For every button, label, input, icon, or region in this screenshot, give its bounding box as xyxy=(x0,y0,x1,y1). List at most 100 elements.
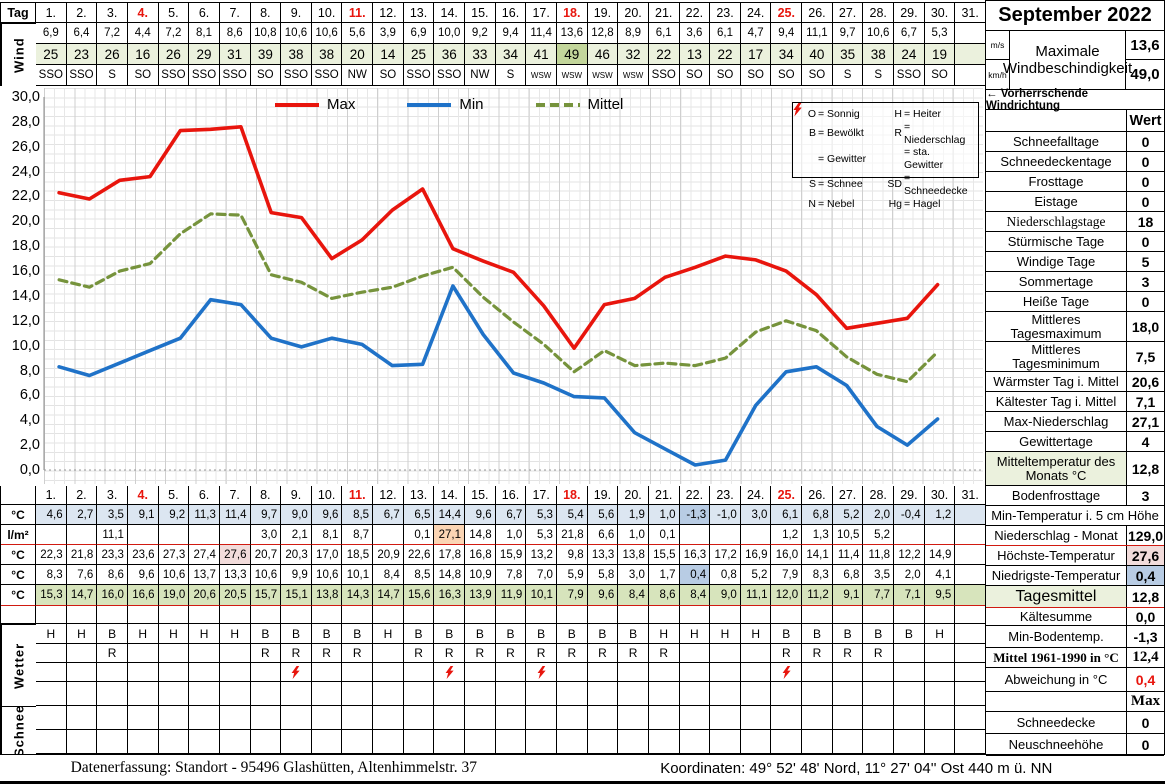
tmax-cell: 20,3 xyxy=(281,545,312,565)
min5cm-cell: 4,6 xyxy=(36,505,67,525)
sky-condition-cell: B xyxy=(434,624,466,644)
row-unit-label xyxy=(1,606,36,624)
empty-cell xyxy=(771,682,803,706)
min5cm-cell: 6,7 xyxy=(373,505,404,525)
storm-cell xyxy=(832,663,864,682)
empty-cell xyxy=(679,682,711,706)
storm-cell xyxy=(465,663,496,682)
wind-ms-cell: 6,4 xyxy=(66,23,98,44)
precip-cell: 11,1 xyxy=(97,525,128,545)
empty-cell xyxy=(832,606,864,624)
rain-cell xyxy=(189,644,220,663)
empty-cell xyxy=(771,706,803,730)
summary-value: 5 xyxy=(1126,252,1164,271)
precip-cell xyxy=(894,525,925,545)
summary-value: 0,4 xyxy=(1126,566,1164,585)
summary-row: Min-Bodentemp. -1,3 xyxy=(986,626,1164,648)
tmean-cell: 13,8 xyxy=(311,585,343,606)
min5cm-cell: -1,0 xyxy=(710,505,741,525)
precip-cell: 1,3 xyxy=(802,525,833,545)
day-header-cell: 7. xyxy=(219,3,251,23)
wind-kmh-cell: 39 xyxy=(250,44,282,65)
legend-label: Max xyxy=(327,96,356,113)
empty-cell xyxy=(189,682,220,706)
y-tick-label: 30,0 xyxy=(11,89,40,105)
rain-cell xyxy=(740,644,772,663)
empty-cell xyxy=(403,606,435,624)
summary-label: Kältesumme xyxy=(1019,608,1093,624)
summary-label xyxy=(986,692,1126,711)
wind-dir-cell: WSW xyxy=(556,65,588,86)
day-header-cell: 14. xyxy=(434,3,466,23)
wind-ms-cell: 6,9 xyxy=(36,23,67,44)
summary-value: 12,8 xyxy=(1126,452,1164,485)
tmax-cell: 9,8 xyxy=(556,545,588,565)
sky-condition-cell: B xyxy=(495,624,527,644)
tmin-cell: 7,6 xyxy=(66,565,98,585)
tmean-cell: 11,1 xyxy=(740,585,772,606)
tmean-cell: 9,0 xyxy=(710,585,741,606)
summary-row: Tagesmittel 12,8 xyxy=(986,586,1164,608)
storm-cell xyxy=(373,663,404,682)
tmean-cell: 11,9 xyxy=(495,585,527,606)
summary-value: 3 xyxy=(1126,272,1164,291)
precip-cell xyxy=(924,525,956,545)
summary-value: 12,8 xyxy=(1126,586,1164,607)
empty-cell xyxy=(158,682,190,706)
legend-item-mittel: Mittel xyxy=(535,96,623,113)
summary-row: Höchste-Temperatur 27,6 xyxy=(986,546,1164,566)
empty-cell xyxy=(281,682,312,706)
summary-label: Gewittertage xyxy=(1019,433,1093,449)
empty-cell xyxy=(434,706,466,730)
wind-ms-cell: 5,6 xyxy=(342,23,374,44)
empty-cell xyxy=(189,606,220,624)
empty-cell xyxy=(955,706,986,730)
wind-ms-cell: 11,4 xyxy=(526,23,557,44)
tmean-cell: 16,3 xyxy=(434,585,466,606)
series-line-mittel xyxy=(57,212,940,384)
day-header-cell: 16. xyxy=(495,486,527,505)
tmax-cell: 18,5 xyxy=(342,545,374,565)
empty-cell xyxy=(802,730,833,754)
wert-header: Wert xyxy=(1126,110,1164,131)
summary-label: Abweichung in °C xyxy=(1004,671,1108,687)
day-header-cell: 3. xyxy=(97,3,128,23)
sky-condition-cell: H xyxy=(924,624,956,644)
rain-cell: R xyxy=(250,644,282,663)
wind-kmh-cell: 24 xyxy=(894,44,925,65)
wind-dir-cell: SO xyxy=(679,65,711,86)
empty-cell xyxy=(648,682,680,706)
rain-cell xyxy=(66,644,98,663)
sky-condition-cell: H xyxy=(66,624,98,644)
empty-cell xyxy=(648,706,680,730)
wind-dir-cell: SO xyxy=(924,65,956,86)
wind-dir-cell: SO xyxy=(373,65,404,86)
empty-cell xyxy=(66,706,98,730)
wind-kmh-cell: 25 xyxy=(403,44,435,65)
day-header-cell: 29. xyxy=(894,486,925,505)
empty-cell xyxy=(434,606,466,624)
empty-cell xyxy=(36,730,67,754)
empty-cell xyxy=(955,682,986,706)
empty-cell xyxy=(465,606,496,624)
storm-cell xyxy=(219,663,251,682)
empty-cell xyxy=(495,682,527,706)
empty-cell xyxy=(465,682,496,706)
wind-ms-cell: 10,0 xyxy=(434,23,466,44)
day-header-cell: 29. xyxy=(894,3,925,23)
day-header-cell: 25. xyxy=(771,3,803,23)
day-header-cell: 1. xyxy=(36,486,67,505)
summary-value: 0 xyxy=(1126,152,1164,171)
sky-condition-cell: B xyxy=(97,624,128,644)
summary-row: Stürmische Tage 0 xyxy=(986,232,1164,252)
rain-cell: R xyxy=(281,644,312,663)
precip-cell: 1,0 xyxy=(618,525,649,545)
sky-condition-cell: H xyxy=(710,624,741,644)
summary-label: Mittleres Tagesmaximum xyxy=(1010,311,1102,341)
empty-cell xyxy=(465,730,496,754)
min5cm-cell: 5,4 xyxy=(556,505,588,525)
sky-condition-cell: H xyxy=(648,624,680,644)
schnee-label: Schnee xyxy=(1,706,36,754)
summary-label: Neuschneehöhe xyxy=(1008,736,1104,752)
sky-condition-cell: H xyxy=(373,624,404,644)
